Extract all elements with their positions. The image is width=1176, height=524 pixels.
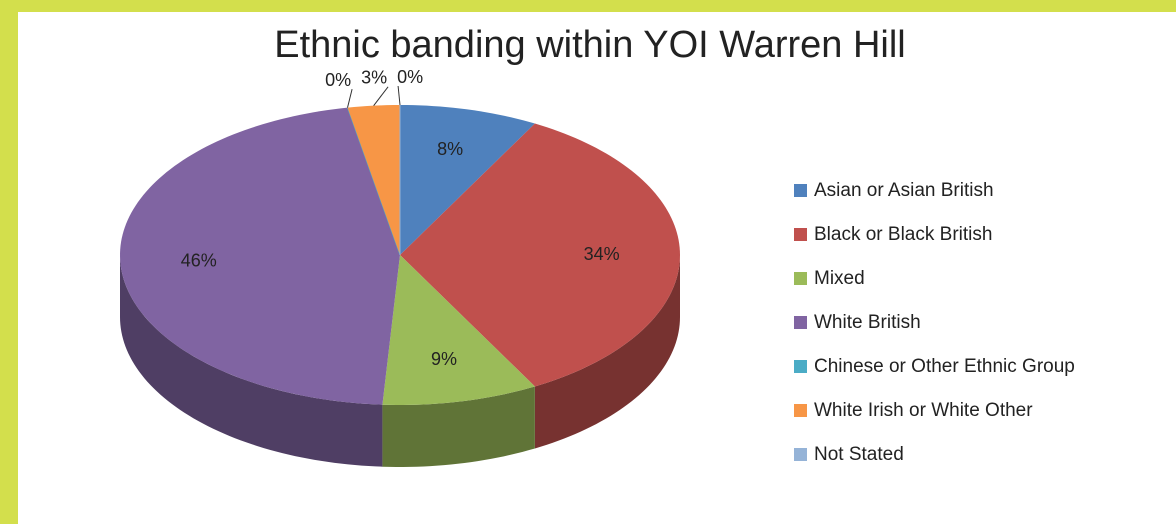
data-label: 34% — [584, 244, 620, 264]
pie-slice — [400, 105, 535, 255]
legend-label: White British — [814, 312, 921, 333]
legend-label: Black or Black British — [814, 224, 992, 245]
pie-slice — [347, 107, 401, 256]
legend-label: Asian or Asian British — [814, 180, 994, 201]
legend-swatch — [794, 448, 807, 461]
legend-label: Mixed — [814, 268, 865, 289]
legend-swatch — [794, 272, 807, 285]
pie-side — [120, 255, 383, 467]
data-label: 46% — [181, 251, 217, 271]
pie-slice — [400, 123, 680, 387]
data-label: 9% — [431, 349, 457, 369]
pie-slice — [120, 107, 400, 405]
leader-line — [347, 89, 353, 108]
legend-swatch — [794, 404, 807, 417]
leader-line — [373, 86, 389, 106]
data-label: 0% — [397, 67, 423, 87]
chart-title: Ethnic banding within YOI Warren Hill — [274, 24, 906, 66]
legend-swatch — [794, 228, 807, 241]
legend-swatch — [794, 184, 807, 197]
legend-label: Chinese or Other Ethnic Group — [814, 356, 1075, 377]
legend-swatch — [794, 360, 807, 373]
pie-side — [382, 386, 535, 467]
data-label: 0% — [325, 70, 351, 90]
pie-side — [534, 255, 680, 449]
leader-line — [397, 85, 401, 106]
pie-slice — [382, 255, 535, 405]
data-label: 3% — [361, 68, 387, 88]
legend-label: White Irish or White Other — [814, 400, 1033, 421]
data-label: 8% — [437, 139, 463, 159]
pie-slice — [347, 105, 400, 255]
legend-swatch — [794, 316, 807, 329]
legend-label: Not Stated — [814, 444, 904, 465]
